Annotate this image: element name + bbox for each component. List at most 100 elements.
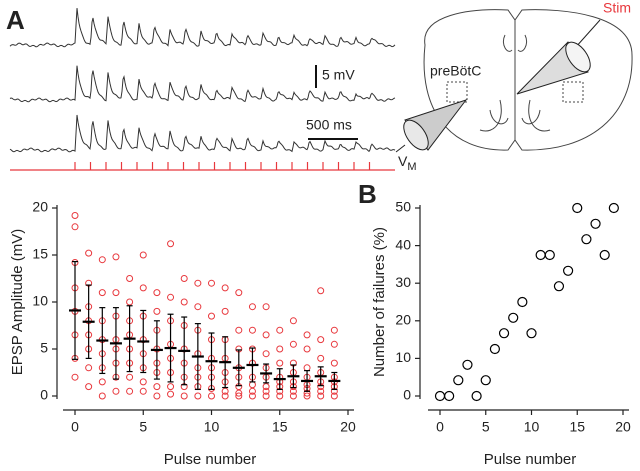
- point: [221, 307, 229, 315]
- point: [235, 389, 243, 397]
- point: [71, 212, 79, 220]
- point: [289, 392, 297, 400]
- x-tick-label: 20: [340, 419, 356, 435]
- point: [221, 392, 229, 400]
- point: [235, 289, 243, 297]
- point: [262, 331, 270, 339]
- x-axis-title: Pulse number: [484, 451, 577, 468]
- point: [153, 392, 161, 400]
- point: [498, 328, 510, 339]
- x-tick-label: 5: [139, 419, 147, 435]
- point: [471, 390, 482, 402]
- point: [208, 312, 215, 320]
- point: [248, 387, 256, 395]
- point: [572, 202, 583, 214]
- point: [98, 392, 106, 400]
- trace: [9, 65, 396, 103]
- y-tick-label: 10: [32, 293, 48, 309]
- point: [544, 249, 555, 261]
- point: [126, 387, 134, 395]
- point: [303, 364, 311, 372]
- trace: [9, 114, 396, 153]
- point: [221, 284, 229, 292]
- point: [139, 284, 147, 292]
- point: [317, 387, 325, 395]
- point: [98, 289, 106, 297]
- point: [194, 392, 202, 400]
- point: [317, 336, 325, 344]
- y-axis-title: Number of failures (%): [371, 227, 388, 377]
- point: [289, 340, 297, 348]
- point: [98, 378, 106, 386]
- y-tick-label: 10: [395, 349, 411, 365]
- y-tick-label: 20: [32, 199, 48, 215]
- point: [235, 392, 243, 400]
- point: [167, 293, 175, 301]
- point: [317, 287, 325, 295]
- point: [262, 387, 270, 395]
- x-tick-label: 0: [436, 419, 444, 435]
- x-tick-label: 15: [272, 419, 288, 435]
- y-tick-label: 5: [40, 340, 48, 356]
- point: [167, 390, 175, 398]
- point: [289, 387, 297, 395]
- point: [139, 378, 147, 386]
- point: [180, 392, 188, 400]
- point: [303, 345, 311, 353]
- point: [153, 289, 161, 297]
- subscript: M: [407, 161, 416, 173]
- point: [85, 249, 93, 257]
- panel-label: B: [358, 179, 377, 209]
- point: [581, 234, 592, 245]
- point: [553, 281, 565, 292]
- point: [262, 392, 270, 400]
- point: [180, 275, 188, 282]
- point: [139, 251, 147, 259]
- scale-label: 5 mV: [322, 67, 355, 83]
- stim-pulses: [74, 162, 371, 170]
- point: [608, 202, 619, 214]
- point: [112, 387, 120, 395]
- point: [444, 390, 455, 402]
- point: [303, 331, 311, 339]
- x-tick-label: 5: [482, 419, 490, 435]
- point: [85, 383, 93, 391]
- point: [562, 265, 574, 276]
- recording-label: VM: [398, 153, 417, 173]
- point: [194, 279, 202, 287]
- y-tick-label: 20: [395, 312, 411, 328]
- point: [194, 303, 202, 311]
- region-label: preBötC: [430, 63, 481, 79]
- x-tick-label: 10: [204, 419, 220, 435]
- point: [167, 383, 175, 391]
- point: [535, 249, 546, 261]
- y-tick-label: 50: [395, 199, 411, 215]
- point: [330, 326, 338, 334]
- point: [330, 392, 338, 400]
- x-tick-label: 20: [615, 419, 631, 435]
- slice-diagram: [395, 9, 633, 153]
- point: [98, 256, 106, 264]
- point: [462, 359, 473, 370]
- point: [330, 359, 338, 367]
- y-tick-label: 15: [32, 246, 48, 262]
- point: [276, 359, 284, 367]
- y-tick-label: 30: [395, 274, 411, 290]
- point: [590, 218, 601, 229]
- trace: [9, 8, 396, 48]
- point: [126, 298, 134, 306]
- point: [262, 350, 270, 358]
- x-tick-label: 15: [569, 419, 585, 435]
- point: [112, 289, 120, 297]
- point: [330, 340, 338, 348]
- point: [71, 373, 79, 381]
- point: [303, 392, 311, 400]
- y-tick-label: 0: [403, 387, 411, 403]
- point: [153, 307, 161, 315]
- point: [453, 375, 464, 386]
- point: [248, 381, 256, 389]
- point: [153, 383, 161, 391]
- panel-label: A: [6, 5, 25, 35]
- point: [180, 298, 188, 306]
